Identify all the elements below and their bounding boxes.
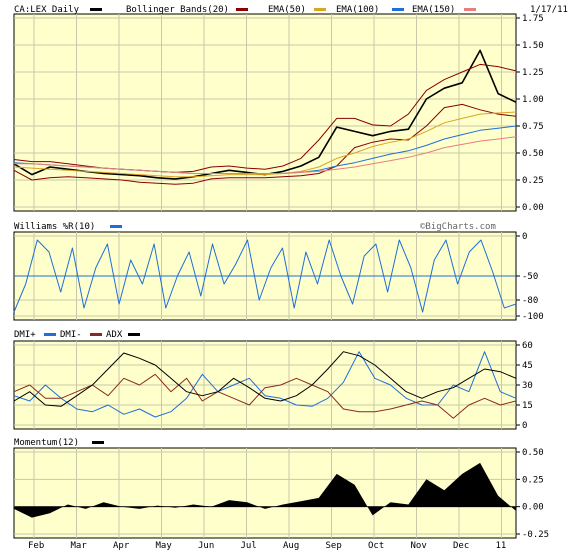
y-tick-label: 60 [522,341,533,351]
legend-swatch [44,333,56,336]
legend-label: EMA(100) [336,5,379,15]
series-ema-50 [13,111,517,178]
month-label: Aug [283,541,299,551]
y-tick-label: 15 [522,401,533,411]
legend-label: CA:LEX Daily [14,5,80,15]
month-label: Jun [198,541,214,551]
legend-swatch [236,8,248,11]
legend-label: EMA(150) [412,5,455,15]
legend-label: DMI+ [14,330,36,340]
legend-label: DMI- [60,330,82,340]
panel-frame-0 [13,13,517,212]
y-tick-label: 0.00 [522,503,544,513]
legend-swatch [392,8,404,11]
y-tick-label: 0.50 [522,149,544,159]
y-tick-label: 0.00 [522,203,544,213]
month-label: Jul [241,541,257,551]
legend-swatch [128,333,140,336]
y-tick-label: 1.00 [522,95,544,105]
y-tick-label: 30 [522,381,533,391]
y-tick-label: 1.75 [522,14,544,24]
y-tick-label: 1.25 [522,68,544,78]
legend-label: EMA(50) [268,5,306,15]
y-tick-label: 0.25 [522,475,544,485]
series-adx [13,351,517,407]
month-label: 11 [496,541,507,551]
legend-swatch [110,225,122,228]
series-bollinger-bands-20-lower [13,103,517,185]
month-label: Oct [368,541,384,551]
watermark: ©BigCharts.com [420,222,496,232]
legend-swatch [90,8,102,11]
legend-swatch [464,8,476,11]
y-tick-label: 0.75 [522,122,544,132]
panel-title: Williams %R(10) [14,222,95,232]
month-label: Apr [113,541,130,551]
legend-swatch [90,333,102,336]
y-tick-label: 0.25 [522,176,544,186]
y-tick-label: -100 [522,312,544,322]
legend-swatch [92,441,104,444]
month-label: Feb [28,541,44,551]
series-momentum-12 [14,462,516,518]
legend-label: ADX [106,330,123,340]
month-label: May [156,541,173,551]
month-label: Nov [411,541,427,551]
series-ema-150 [14,136,517,174]
legend-swatch [314,8,326,11]
y-tick-label: 45 [522,361,533,371]
month-label: Sep [326,541,342,551]
y-tick-label: -0.25 [522,530,549,540]
chart-date: 1/17/11 [530,5,568,15]
series-dmi [13,351,517,418]
series-dmi [13,373,517,419]
y-tick-label: 1.50 [522,41,544,51]
month-label: Mar [71,541,88,551]
legend-label: Bollinger Bands(20) [126,5,229,15]
series-williams-r-10 [13,239,517,313]
month-label: Dec [453,541,469,551]
y-tick-label: 0 [522,232,527,242]
y-tick-label: 0.50 [522,448,544,458]
y-tick-label: -50 [522,272,538,282]
panel-title: Momentum(12) [14,438,79,448]
y-tick-label: 0 [522,421,527,431]
y-tick-label: -80 [522,296,538,306]
